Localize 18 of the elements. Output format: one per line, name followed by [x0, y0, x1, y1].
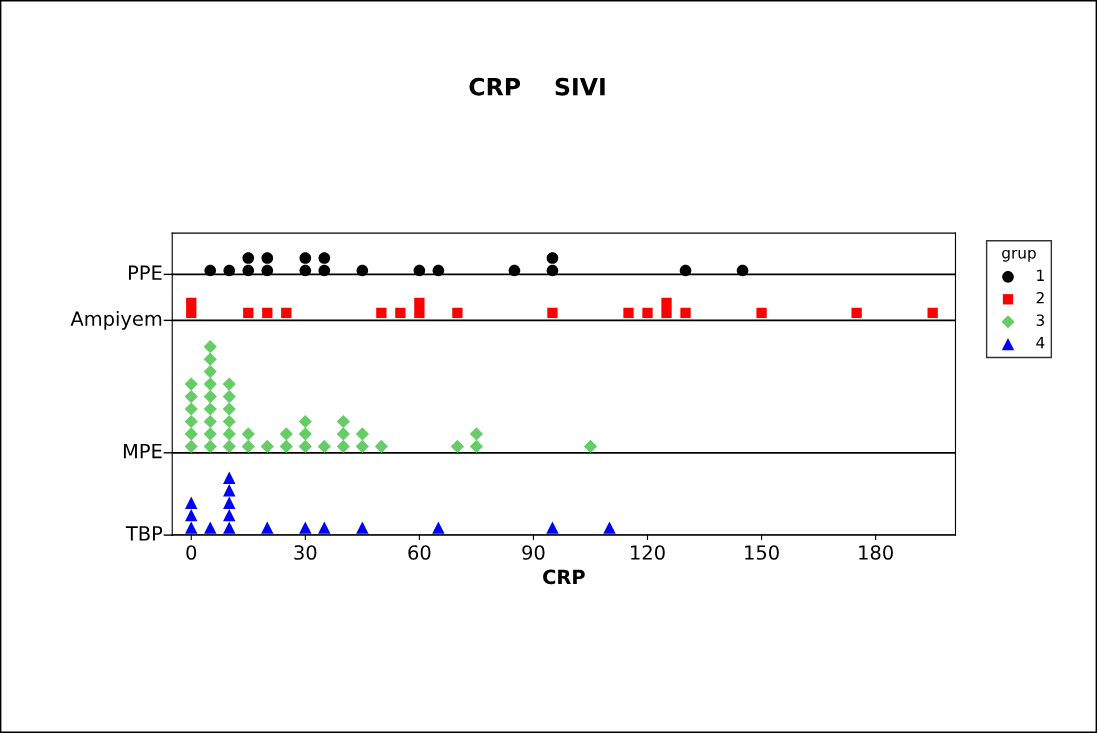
- ref-line-label: PPE: [129, 265, 162, 280]
- ref-line-label: TBP: [125, 526, 163, 541]
- legend-label: 1: [1037, 269, 1044, 281]
- x-tick-label: 90: [522, 545, 545, 560]
- x-tick-label: 120: [631, 545, 665, 560]
- x-tick-label: 60: [408, 545, 431, 560]
- ref-line-label: Ampiyem: [70, 310, 162, 330]
- x-tick-label: 0: [186, 545, 197, 560]
- chart-title: CRP SIVI: [469, 77, 605, 96]
- legend-label: 2: [1036, 291, 1044, 304]
- ref-line-label: MPE: [123, 443, 162, 459]
- legend-title: grup: [1002, 249, 1036, 262]
- x-tick-label: 30: [294, 545, 317, 560]
- x-axis-title: CRP: [543, 569, 585, 585]
- x-tick-label: 180: [859, 545, 893, 560]
- legend-label: 3: [1036, 314, 1045, 326]
- x-tick-label: 150: [745, 545, 779, 560]
- legend-label: 4: [1036, 337, 1045, 349]
